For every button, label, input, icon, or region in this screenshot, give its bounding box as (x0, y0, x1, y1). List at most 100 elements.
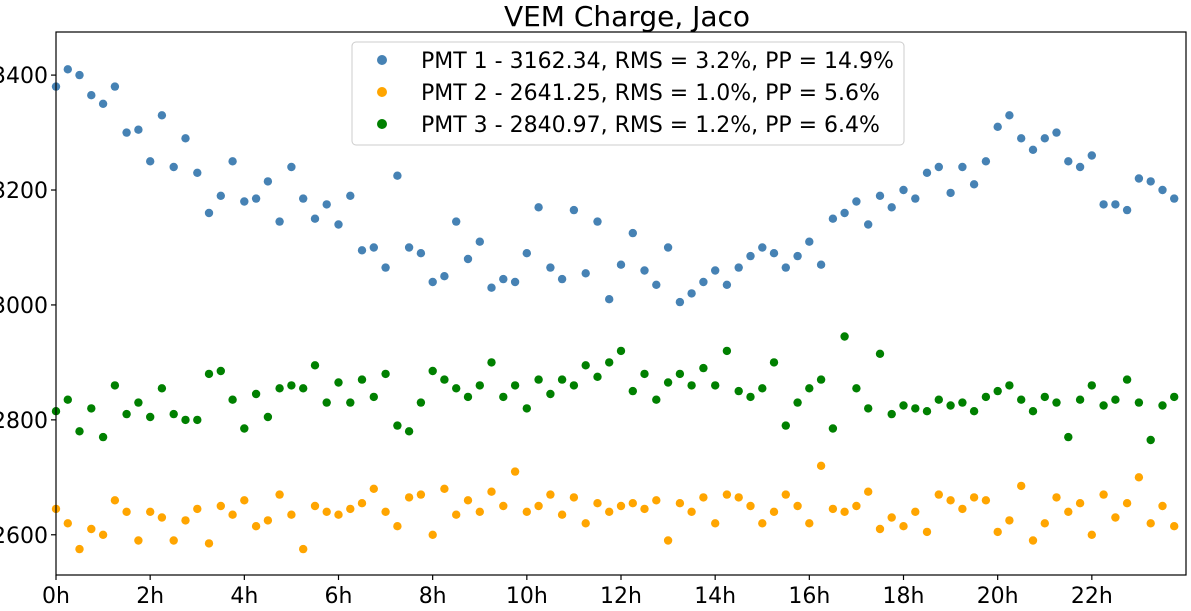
data-point (357, 375, 367, 384)
data-point (369, 484, 378, 493)
data-point (487, 358, 496, 367)
data-point (816, 375, 826, 384)
data-point (416, 249, 426, 258)
data-point (169, 162, 178, 172)
data-point (699, 277, 708, 287)
data-point (1146, 519, 1155, 528)
data-point (87, 404, 96, 413)
data-point (1111, 395, 1120, 404)
data-point (181, 134, 190, 143)
data-point (1146, 177, 1155, 186)
data-point (969, 493, 979, 502)
data-point (157, 111, 167, 120)
x-tick-label: 18h (883, 584, 925, 609)
data-point (899, 522, 908, 531)
data-point (922, 168, 932, 177)
legend-marker-pmt-3 (377, 119, 387, 129)
data-point (428, 530, 437, 539)
data-point (1158, 401, 1167, 410)
data-point (769, 507, 779, 516)
data-point (510, 381, 520, 390)
data-point (1087, 381, 1097, 390)
data-point (452, 384, 461, 393)
data-point (1122, 375, 1132, 384)
data-point (487, 283, 496, 292)
data-point (216, 191, 225, 200)
x-tick-label: 16h (788, 584, 830, 609)
data-point (781, 263, 790, 272)
data-point (193, 415, 202, 425)
data-point (475, 507, 484, 516)
data-point (640, 369, 649, 379)
data-point (181, 415, 190, 425)
data-point (899, 401, 908, 410)
data-point (958, 162, 967, 172)
data-point (828, 504, 838, 514)
data-point (887, 409, 896, 419)
data-point (675, 297, 685, 307)
data-point (781, 490, 790, 499)
data-point (63, 519, 72, 528)
data-point (746, 392, 755, 402)
data-point (463, 496, 473, 505)
data-point (546, 263, 555, 272)
data-point (628, 386, 637, 396)
data-point (663, 536, 673, 545)
data-point (699, 493, 708, 502)
data-point (157, 384, 167, 393)
data-point (134, 125, 143, 134)
data-point (793, 251, 802, 261)
data-point (216, 501, 225, 511)
data-point (193, 504, 202, 514)
data-point (169, 536, 178, 545)
data-point (1099, 401, 1108, 410)
x-tick-label: 22h (1071, 584, 1113, 609)
data-point (805, 237, 814, 246)
data-point (569, 205, 579, 215)
data-point (722, 280, 732, 289)
data-point (993, 527, 1002, 537)
data-point (593, 217, 602, 226)
data-point (546, 389, 555, 399)
data-point (87, 524, 96, 534)
data-point (110, 381, 120, 390)
data-point (463, 392, 473, 402)
data-point (181, 516, 190, 525)
data-point (487, 487, 496, 496)
data-point (216, 366, 225, 376)
data-point (1052, 398, 1061, 407)
data-point (828, 424, 838, 433)
x-tick-label: 10h (506, 584, 548, 609)
data-point (393, 421, 402, 430)
data-point (981, 496, 991, 505)
data-point (381, 263, 390, 272)
data-point (605, 358, 614, 367)
data-point (1170, 392, 1179, 402)
data-point (534, 203, 543, 212)
data-point (499, 392, 508, 402)
data-point (287, 162, 296, 172)
data-point (204, 208, 214, 218)
data-point (840, 208, 849, 218)
data-point (204, 539, 214, 548)
data-point (569, 493, 579, 502)
data-point (993, 386, 1002, 396)
data-point (263, 516, 273, 525)
data-point (1052, 128, 1061, 137)
data-point (522, 507, 531, 516)
data-point (946, 496, 955, 505)
data-point (334, 510, 343, 519)
data-point (381, 507, 390, 516)
legend-label-pmt-2: PMT 2 - 2641.25, RMS = 1.0%, PP = 5.6% (421, 81, 880, 106)
data-point (510, 467, 520, 476)
data-point (969, 407, 979, 416)
data-point (1028, 407, 1038, 416)
data-point (581, 519, 590, 528)
x-tick-label: 8h (419, 584, 447, 609)
data-point (734, 263, 743, 272)
legend-frame (351, 41, 905, 146)
data-point (428, 366, 437, 376)
data-point (1087, 530, 1097, 539)
data-point (899, 185, 908, 195)
data-point (299, 194, 308, 203)
